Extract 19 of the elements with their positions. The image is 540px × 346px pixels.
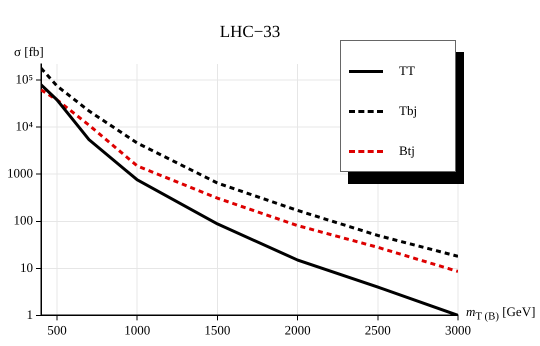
- y-tick-label: 100: [14, 212, 33, 228]
- x-tick-label: 2000: [284, 322, 311, 338]
- legend-label: Btj: [399, 143, 415, 159]
- line-series: [41, 88, 458, 273]
- legend-label: Tbj: [399, 103, 418, 119]
- y-tick-label: 10: [20, 260, 33, 275]
- x-tick-label: 1000: [124, 322, 150, 338]
- x-tick-label: 500: [47, 322, 67, 338]
- y-tick-label: 10⁵: [15, 72, 33, 87]
- y-tick-label: 1: [26, 306, 33, 322]
- y-axis-title: σ [fb]: [14, 44, 44, 60]
- y-tick-label: 10⁴: [15, 118, 34, 134]
- chart-title: LHC−33: [218, 22, 282, 42]
- x-tick-label: 2500: [364, 322, 391, 338]
- y-tick-label: 1000: [7, 166, 33, 181]
- x-tick-label: 1500: [204, 322, 230, 338]
- x-axis-title: m$_{T (B)}$ [GeV]: [466, 304, 536, 323]
- legend-label: TT: [399, 63, 415, 79]
- x-tick-label: 3000: [445, 322, 471, 338]
